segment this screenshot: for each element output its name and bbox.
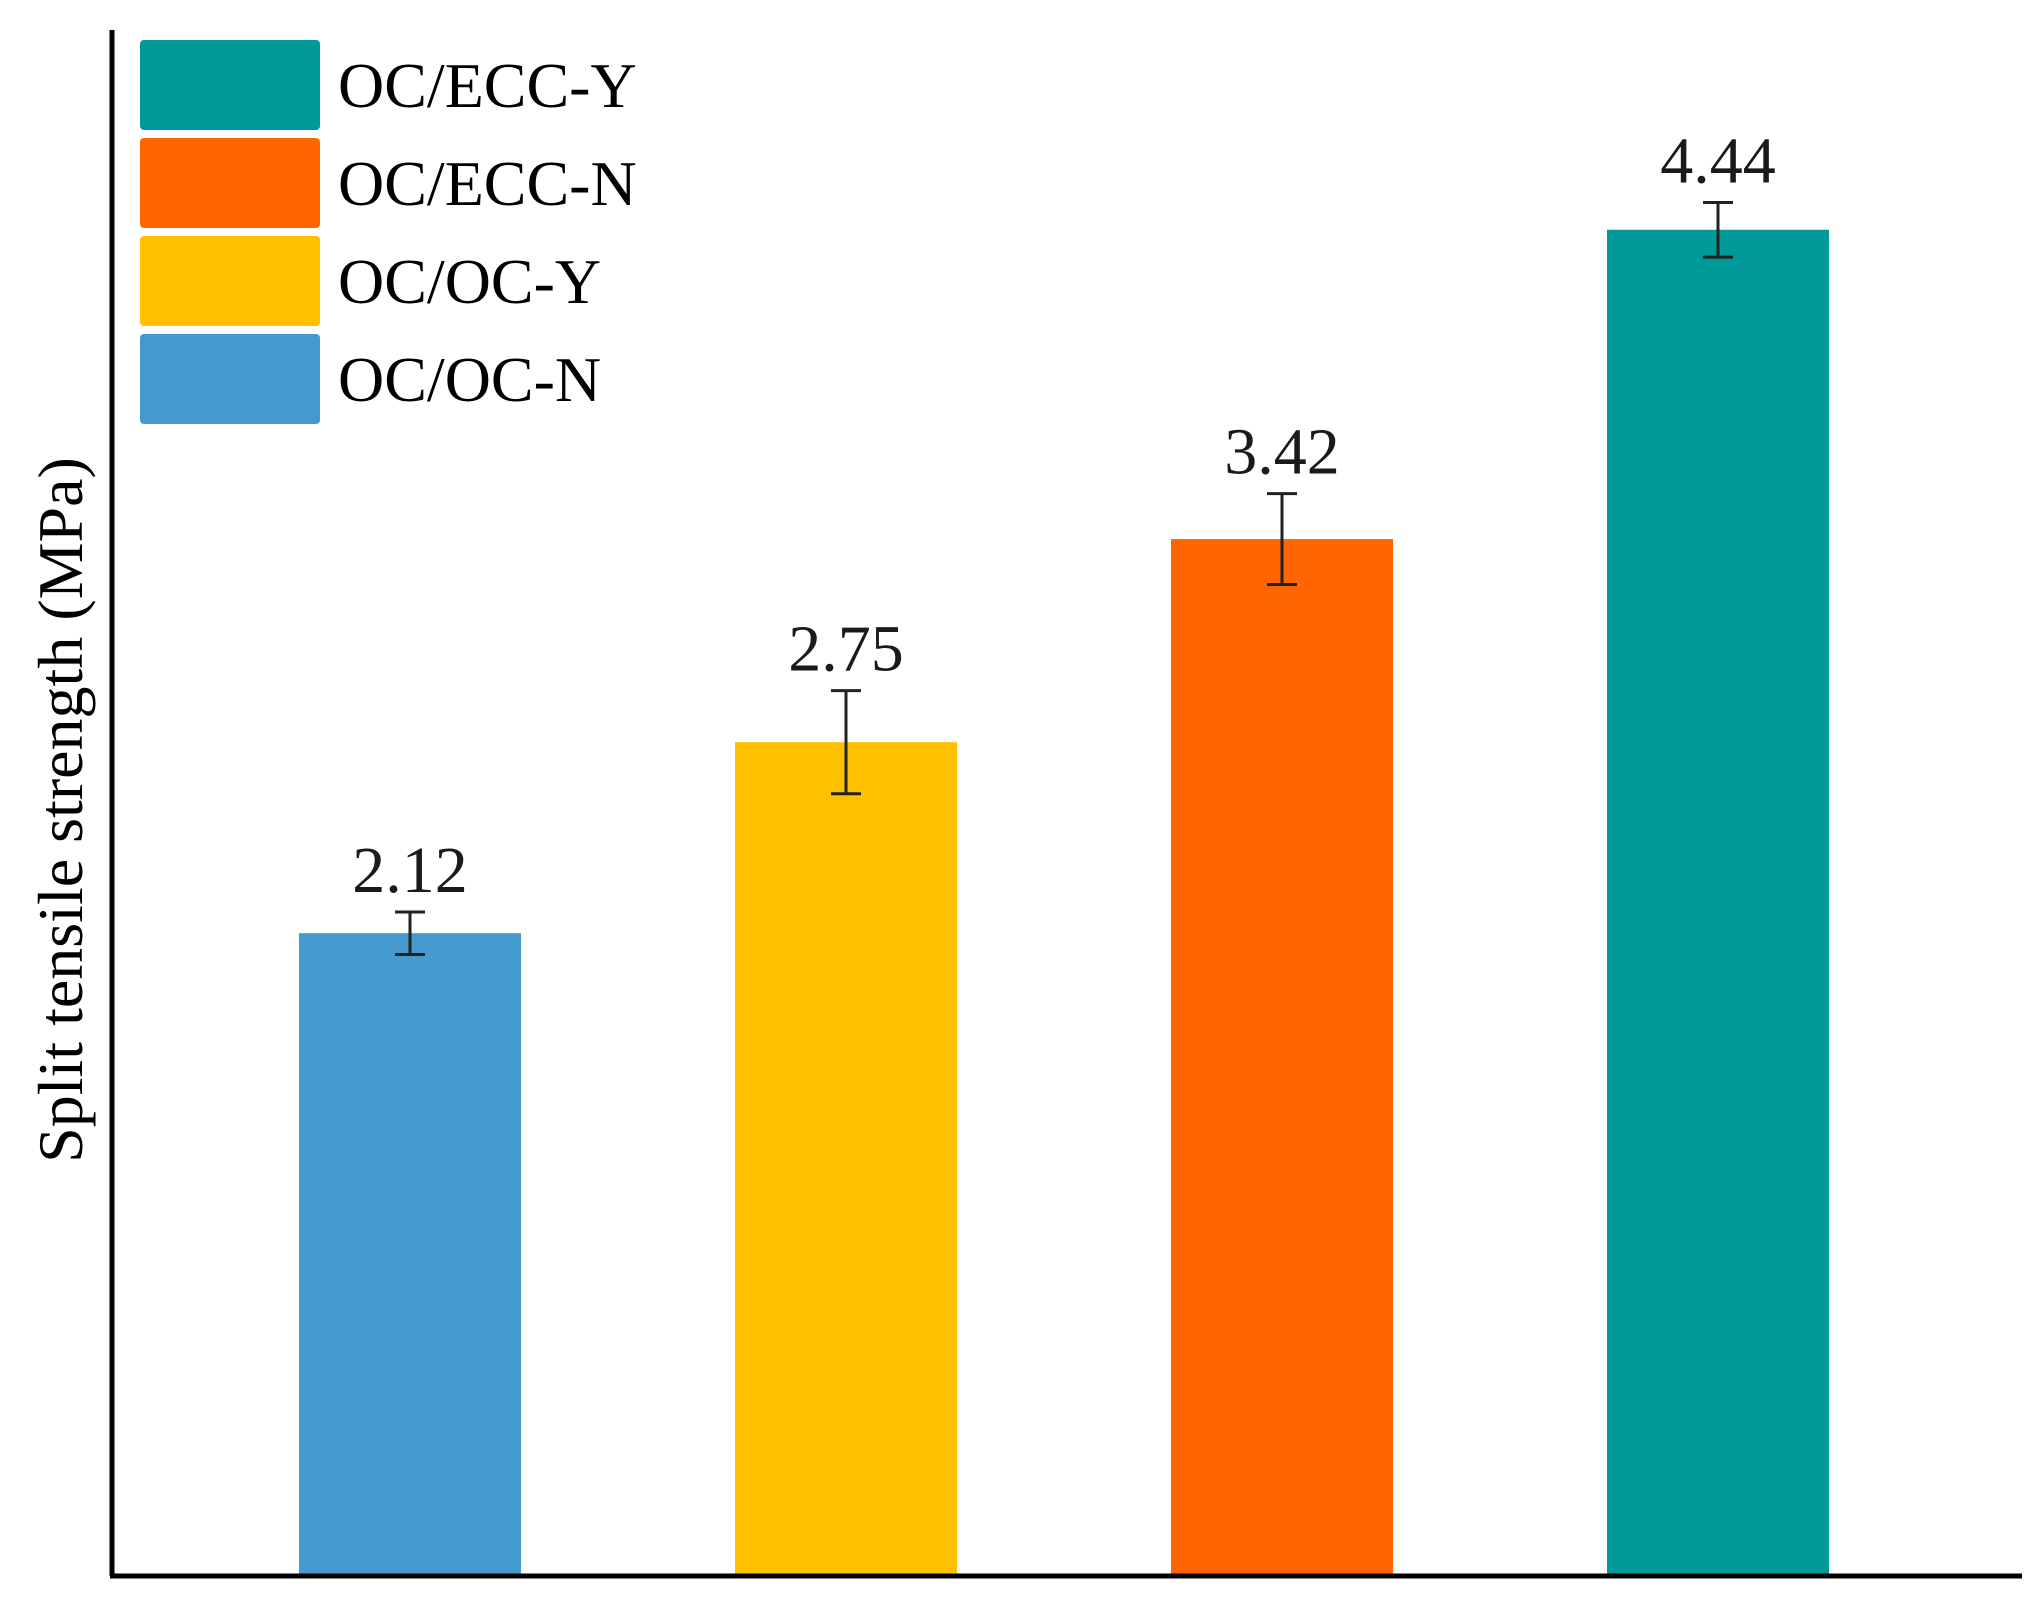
- legend-label-oc-oc-y: OC/OC-Y: [338, 246, 601, 317]
- error-bar-oc-ecc-y: [1703, 201, 1733, 259]
- bar-oc-oc-n: [299, 933, 521, 1576]
- legend: OC/ECC-Y OC/ECC-N OC/OC-Y OC/OC-N: [140, 40, 637, 424]
- bar-oc-ecc-n: [1171, 539, 1393, 1576]
- bar-oc-ecc-y: [1607, 229, 1829, 1577]
- data-label-oc-ecc-y: 4.44: [1660, 125, 1776, 198]
- bar-oc-oc-y: [735, 742, 957, 1576]
- y-axis-label: Split tensile strength (MPa): [25, 457, 96, 1163]
- legend-swatch-oc-oc-y: [140, 236, 320, 326]
- bars-group: 2.12 2.75 3.42 4.44: [299, 125, 1829, 1577]
- error-bar-oc-oc-n: [395, 910, 425, 956]
- data-label-oc-oc-n: 2.12: [352, 834, 468, 907]
- error-bar-oc-ecc-n: [1267, 492, 1297, 587]
- data-label-oc-ecc-n: 3.42: [1224, 416, 1340, 489]
- legend-swatch-oc-ecc-n: [140, 138, 320, 228]
- legend-label-oc-ecc-y: OC/ECC-Y: [338, 50, 637, 121]
- legend-swatch-oc-ecc-y: [140, 40, 320, 130]
- data-label-oc-oc-y: 2.75: [788, 613, 904, 686]
- legend-swatch-oc-oc-n: [140, 334, 320, 424]
- legend-label-oc-oc-n: OC/OC-N: [338, 344, 601, 415]
- legend-label-oc-ecc-n: OC/ECC-N: [338, 148, 637, 219]
- error-bar-oc-oc-y: [831, 689, 861, 796]
